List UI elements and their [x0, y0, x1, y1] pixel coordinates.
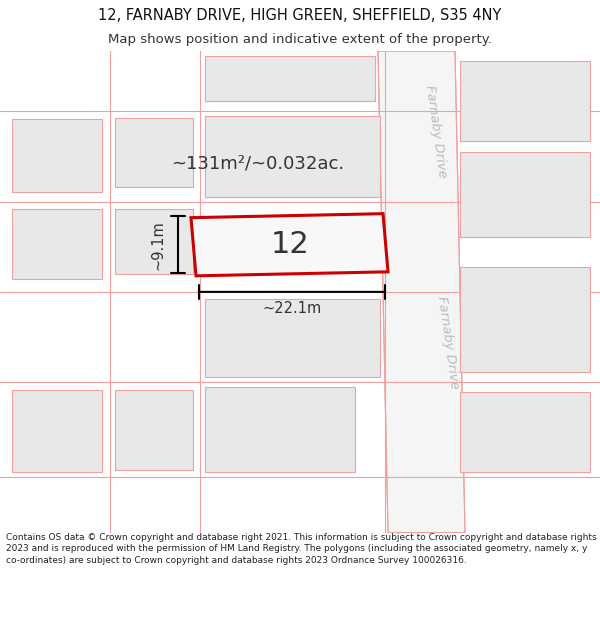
Text: ~9.1m: ~9.1m: [151, 220, 166, 269]
Polygon shape: [191, 214, 388, 276]
Bar: [460, 267, 590, 372]
Bar: [460, 151, 590, 237]
Text: 12: 12: [271, 230, 310, 259]
Bar: [115, 390, 193, 471]
Bar: [12, 390, 102, 472]
Bar: [205, 116, 380, 197]
Bar: [205, 299, 380, 377]
Text: Map shows position and indicative extent of the property.: Map shows position and indicative extent…: [108, 34, 492, 46]
Bar: [12, 119, 102, 192]
Bar: [115, 118, 193, 187]
Bar: [205, 387, 355, 472]
Text: ~131m²/~0.032ac.: ~131m²/~0.032ac.: [172, 154, 344, 173]
Bar: [460, 392, 590, 472]
Text: Contains OS data © Crown copyright and database right 2021. This information is : Contains OS data © Crown copyright and d…: [6, 532, 596, 565]
Bar: [12, 209, 102, 279]
Bar: [115, 209, 193, 274]
Text: Farnaby Drive: Farnaby Drive: [423, 84, 449, 179]
Polygon shape: [378, 51, 465, 532]
Bar: [205, 56, 375, 101]
Text: Farnaby Drive: Farnaby Drive: [435, 295, 461, 389]
Bar: [460, 61, 590, 141]
Text: 12, FARNABY DRIVE, HIGH GREEN, SHEFFIELD, S35 4NY: 12, FARNABY DRIVE, HIGH GREEN, SHEFFIELD…: [98, 8, 502, 23]
Text: ~22.1m: ~22.1m: [262, 301, 322, 316]
